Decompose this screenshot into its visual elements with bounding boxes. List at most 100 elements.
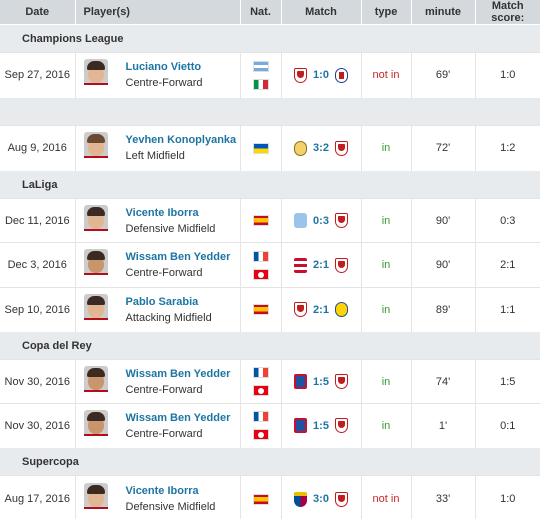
match-result-link[interactable]: 3:0 [313,493,329,506]
match-score-cell: 0:3 [474,198,540,243]
player-name-link[interactable]: Vicente Iborra [125,485,199,498]
header-row: Date Player(s) Nat. Match type minute Ma… [0,0,540,25]
section-row: Supercopa [0,447,540,476]
date-cell: Sep 27, 2016 [0,52,75,98]
tunisia-flag-icon [252,385,269,396]
player-name-link[interactable]: Wissam Ben Yedder [125,251,231,263]
italy-flag-icon [252,78,269,90]
table-row: Dec 11, 2016 Vicente Iborra Defensive Mid… [0,198,540,243]
sevilla-crest-icon[interactable] [334,213,348,228]
sevilla-crest-icon[interactable] [334,257,348,273]
france-flag-icon [252,250,269,262]
type-cell: in [360,359,411,404]
real-madrid-crest-icon[interactable] [294,140,308,156]
table-row: Dec 3, 2016 Wissam Ben Yedder Centre-Forw… [0,242,540,288]
header-date[interactable]: Date [0,0,75,25]
player-photo[interactable] [83,204,108,237]
player-name-link[interactable]: Vicente Iborra [125,206,199,219]
player-name-link[interactable]: Pablo Sarabia [125,295,199,308]
section-title: Champions League [0,24,540,53]
section-title: Supercopa [0,447,540,476]
ukraine-flag-icon [252,142,269,154]
header-match-score[interactable]: Match score: [474,0,540,25]
minute-cell: 72' [410,125,475,171]
spain-flag-icon [252,493,269,505]
table-row: Aug 17, 2016 Vicente Iborra Defensive Mid… [0,475,540,519]
type-cell: not in [360,52,411,98]
player-position: Defensive Midfield [125,501,216,514]
sevilla-crest-icon[interactable] [294,302,308,317]
spain-flag-icon [252,304,269,315]
type-cell: in [360,403,411,448]
las-palmas-crest-icon[interactable] [334,302,348,317]
lyon-crest-icon[interactable] [334,67,348,83]
player-photo[interactable] [83,132,108,164]
match-result-link[interactable]: 0:3 [313,214,329,227]
minute-cell: 69' [410,52,475,98]
player-photo[interactable] [83,293,108,326]
match-result-link[interactable]: 1:0 [313,69,329,81]
match-score-cell: 1:1 [474,287,540,332]
formentera-crest-icon[interactable] [294,418,308,433]
france-flag-icon [252,367,269,378]
player-photo[interactable] [83,409,108,442]
match-score-cell: 2:1 [474,242,540,288]
blank-row [0,97,540,126]
type-cell: in [360,125,411,171]
match-result-link[interactable]: 1:5 [313,375,329,388]
tunisia-flag-icon [252,429,269,440]
table-row: Nov 30, 2016 Wissam Ben Yedder Centre-For… [0,359,540,404]
table-row: Aug 9, 2016 Yevhen Konoplyanka Left Midfi… [0,125,540,171]
date-cell: Dec 11, 2016 [0,198,75,243]
player-position: Centre-Forward [125,383,203,396]
france-flag-icon [252,411,269,422]
date-cell: Nov 30, 2016 [0,359,75,404]
celta-crest-icon[interactable] [294,213,308,228]
type-cell: in [360,198,411,243]
match-result-link[interactable]: 2:1 [313,303,329,316]
sevilla-crest-icon[interactable] [334,374,348,389]
header-minute[interactable]: minute [410,0,475,25]
argentina-flag-icon [252,60,269,72]
player-position: Centre-Forward [125,77,203,89]
player-position: Centre-Forward [125,427,203,440]
player-name-link[interactable]: Yevhen Konoplyanka [125,134,237,146]
date-cell: Sep 10, 2016 [0,287,75,332]
section-title: Copa del Rey [0,331,540,360]
match-result-link[interactable]: 3:2 [313,142,329,154]
header-players[interactable]: Player(s) [74,0,240,25]
match-score-cell: 0:1 [474,403,540,448]
sevilla-crest-icon[interactable] [334,418,348,433]
match-result-link[interactable]: 1:5 [313,419,329,432]
player-photo[interactable] [83,365,108,398]
table-row: Sep 10, 2016 Pablo Sarabia Attacking Midf… [0,287,540,332]
match-score-cell: 1:2 [474,125,540,171]
minute-cell: 1' [410,403,475,448]
header-nat[interactable]: Nat. [239,0,281,25]
date-cell: Aug 17, 2016 [0,475,75,519]
match-result-link[interactable]: 2:1 [313,259,329,271]
minute-cell: 33' [410,475,475,519]
sevilla-crest-icon[interactable] [334,491,348,507]
minute-cell: 90' [410,198,475,243]
sevilla-crest-icon[interactable] [334,140,348,156]
header-match[interactable]: Match [280,0,361,25]
minute-cell: 89' [410,287,475,332]
table-row: Nov 30, 2016 Wissam Ben Yedder Centre-For… [0,403,540,448]
type-cell: in [360,242,411,288]
player-photo[interactable] [83,483,108,516]
date-cell: Aug 9, 2016 [0,125,75,171]
player-name-link[interactable]: Luciano Vietto [125,61,202,73]
player-photo[interactable] [83,249,108,281]
barcelona-crest-icon[interactable] [294,491,308,507]
granada-crest-icon[interactable] [294,257,308,273]
section-row: LaLiga [0,170,540,199]
player-name-link[interactable]: Wissam Ben Yedder [125,411,231,424]
player-photo[interactable] [83,59,108,91]
sevilla-crest-icon[interactable] [294,67,308,83]
formentera-crest-icon[interactable] [294,374,308,389]
type-cell: not in [360,475,411,519]
header-type[interactable]: type [360,0,411,25]
player-name-link[interactable]: Wissam Ben Yedder [125,367,231,380]
